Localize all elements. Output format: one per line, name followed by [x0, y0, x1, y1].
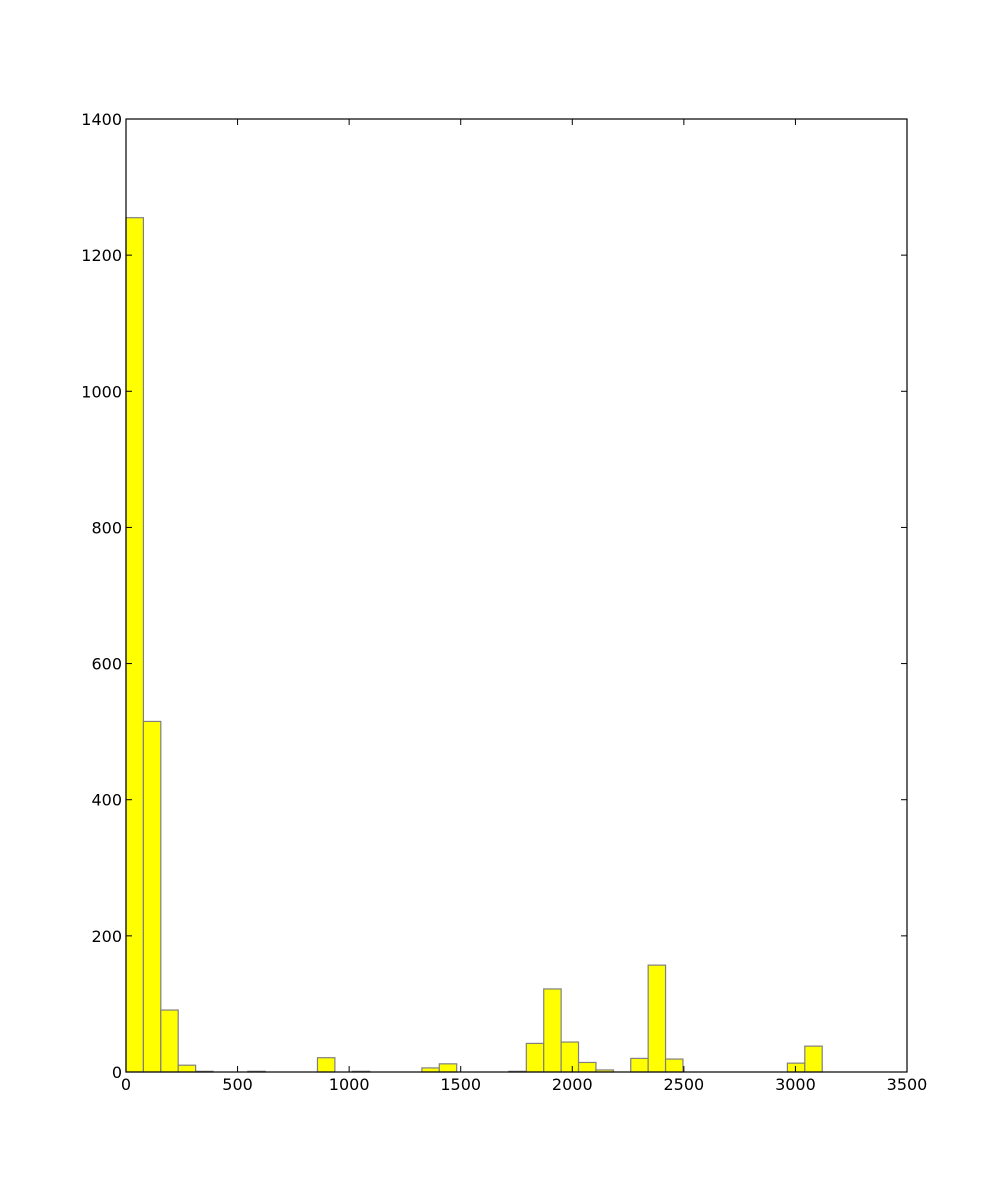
x-tick-label: 1000 — [329, 1075, 370, 1094]
histogram-bar — [160, 1009, 179, 1073]
histogram-bar — [142, 720, 162, 1073]
x-tick-label: 0 — [121, 1075, 131, 1094]
y-tick-label: 1000 — [81, 382, 122, 401]
x-tick-label: 2000 — [552, 1075, 593, 1094]
histogram-bar — [630, 1057, 649, 1073]
histogram-bar — [560, 1041, 580, 1073]
y-tick-label: 200 — [91, 927, 122, 946]
histogram-bar — [647, 964, 667, 1073]
y-tick-label: 0 — [112, 1063, 122, 1082]
bars-group — [125, 217, 823, 1073]
y-tick-label: 1200 — [81, 246, 122, 265]
x-tick-label: 2500 — [663, 1075, 704, 1094]
x-tick-label: 1500 — [440, 1075, 481, 1094]
x-tick-label: 500 — [222, 1075, 253, 1094]
histogram-bar — [177, 1064, 197, 1073]
histogram-bar — [421, 1067, 440, 1073]
histogram-bar — [786, 1062, 806, 1073]
histogram-bar — [125, 217, 145, 1073]
y-tick-label: 400 — [91, 791, 122, 810]
histogram-bar — [577, 1061, 597, 1073]
x-tick-label: 3500 — [887, 1075, 928, 1094]
histogram-bar — [525, 1042, 545, 1073]
y-tick-label: 1400 — [81, 110, 122, 129]
y-tick-label: 600 — [91, 655, 122, 674]
histogram-bar — [438, 1063, 458, 1073]
histogram-bar — [316, 1057, 336, 1073]
histogram-bar — [804, 1045, 823, 1073]
y-tick-label: 800 — [91, 518, 122, 537]
histogram-bar — [543, 988, 562, 1073]
histogram-bar — [664, 1058, 684, 1073]
tick-labels-group: 0 500 1000 1500 2000 2500 3000 3500 0 200 400 600 80… — [81, 110, 927, 1094]
plot-frame — [125, 118, 908, 1073]
x-tick-label: 3000 — [775, 1075, 816, 1094]
